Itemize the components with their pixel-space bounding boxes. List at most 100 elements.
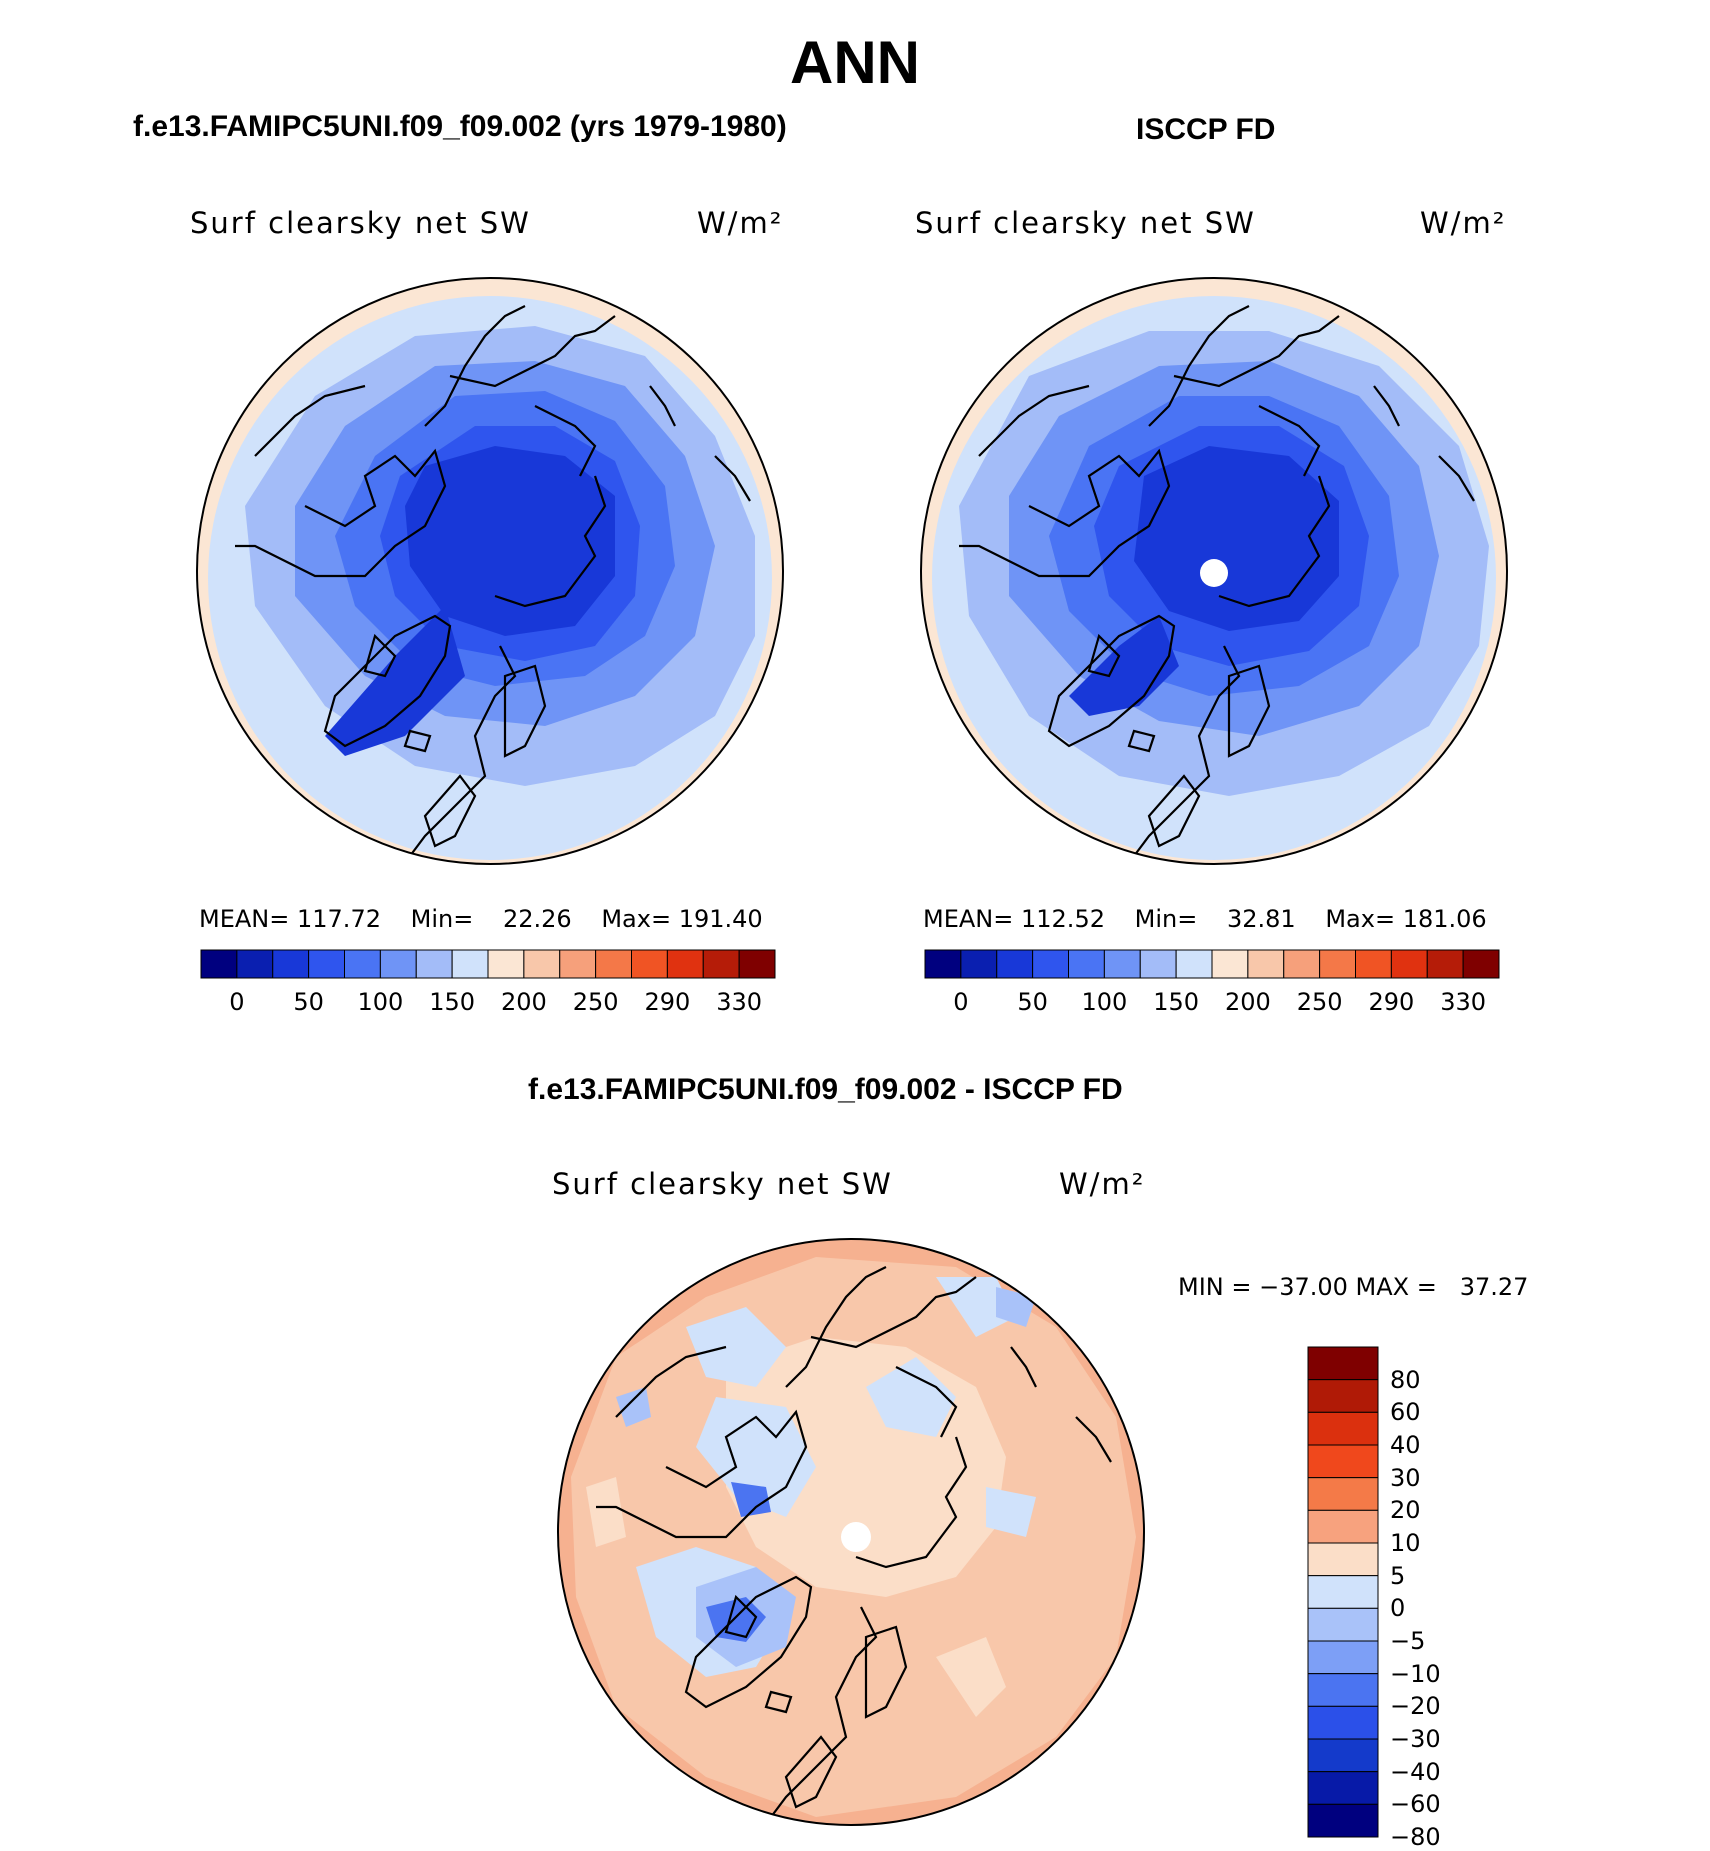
colorbar-tick-label: 0 [1390,1594,1406,1623]
colorbar-box [996,949,1034,979]
diff-map-border [557,1238,1145,1826]
panel2-colorbar-ticks: 0 50 100 150 200 250 290 330 [925,988,1499,1018]
diff-variable-label: Surf clearsky net SW [552,1167,893,1201]
colorbar-tick-label: 10 [1390,1529,1421,1557]
panel2-title: ISCCP FD [1136,113,1276,146]
colorbar-box [1307,1771,1379,1805]
colorbar-box [451,949,489,979]
map1-border [196,277,784,865]
map1-contour-core [325,446,615,756]
panel2-polar-map [920,277,1508,865]
colorbar-box [1211,949,1249,979]
map1-coastlines [235,305,751,857]
panel1-polar-map [196,277,784,865]
panel1-colorbar-ticks: 0 50 100 150 200 250 290 330 [201,988,775,1018]
colorbar-box [666,949,704,979]
diff-polar-map [557,1238,1145,1826]
colorbar-box [236,949,274,979]
colorbar-box [1307,1673,1379,1707]
panel2-min-label: Min= [1134,905,1198,933]
main-title: ANN [790,29,920,96]
colorbar-tick-label: −5 [1390,1627,1426,1655]
colorbar-box [1307,1411,1379,1446]
colorbar-box [960,949,998,979]
colorbar-box [1068,949,1105,979]
colorbar-box [1307,1738,1379,1773]
colorbar-tick-label: −60 [1390,1790,1441,1819]
colorbar-box [924,949,962,979]
colorbar-tick-label: 200 [500,988,547,1016]
panel2-variable-label: Surf clearsky net SW [915,206,1256,240]
colorbar-box [1426,949,1464,979]
panel2-mean-value: 112.52 [1021,905,1105,933]
diff-contour-near-zero [586,1337,1006,1717]
colorbar-tick-label: 150 [1153,988,1200,1016]
panel2-max-label: Max= [1325,905,1396,933]
map2-missing-pole [1200,559,1228,587]
colorbar-tick-label: 5 [1390,1561,1406,1590]
diff-colorbar-ticks: 80 60 40 30 20 10 5 0 −5 −10 −20 −30 −40 −60 −80 [1390,1347,1510,1851]
diff-colorbar [1307,1346,1379,1838]
colorbar-box [1307,1509,1379,1544]
colorbar-tick-label: 0 [953,988,969,1016]
panel2-colorbar [924,949,1500,979]
colorbar-tick-label: 60 [1390,1398,1421,1427]
colorbar-tick-label: 40 [1390,1431,1421,1459]
colorbar-box [1175,949,1213,979]
colorbar-box [344,949,381,979]
panel2-min-value: 32.81 [1226,905,1296,933]
colorbar-box [1032,949,1069,979]
diff-missing-pole [841,1522,871,1552]
colorbar-tick-label: 200 [1224,988,1271,1016]
colorbar-box [1319,949,1356,979]
panel1-mean-label: MEAN= [199,905,290,933]
colorbar-tick-label: 20 [1390,1496,1421,1525]
colorbar-box [1103,949,1141,979]
colorbar-tick-label: 330 [716,988,763,1016]
colorbar-tick-label: 290 [644,988,691,1016]
panel2-units-label: W/m² [1420,206,1507,240]
colorbar-tick-label: −80 [1390,1823,1441,1851]
panel1-mean-value: 117.72 [297,905,381,933]
colorbar-box [1247,949,1285,979]
colorbar-box [415,949,453,979]
colorbar-tick-label: 150 [429,988,476,1016]
colorbar-box [487,949,525,979]
colorbar-box [1355,949,1392,979]
colorbar-box [1307,1607,1379,1642]
colorbar-box [1307,1379,1379,1413]
colorbar-tick-label: 290 [1368,988,1415,1016]
colorbar-tick-label: −40 [1390,1757,1441,1786]
map2-border [920,277,1508,865]
colorbar-box [1307,1477,1379,1511]
colorbar-box [1307,1444,1379,1479]
colorbar-tick-label: 50 [1017,988,1048,1016]
colorbar-box [702,949,740,979]
diff-units-label: W/m² [1059,1167,1146,1201]
colorbar-box [1462,949,1500,979]
diff-minmax: MIN = −37.00 MAX = 37.27 [1178,1273,1529,1301]
colorbar-box [631,949,668,979]
colorbar-box [1307,1346,1379,1381]
colorbar-tick-label: 0 [229,988,245,1016]
colorbar-box [559,949,597,979]
colorbar-box [1390,949,1428,979]
panel1-units-label: W/m² [697,206,784,240]
panel1-title: f.e13.FAMIPC5UNI.f09_f09.002 (yrs 1979-1… [133,110,787,143]
colorbar-tick-label: 80 [1390,1365,1421,1394]
colorbar-box [1307,1542,1379,1577]
colorbar-box [1283,949,1321,979]
panel1-max-value: 191.40 [678,905,763,933]
colorbar-box [272,949,310,979]
colorbar-tick-label: 50 [293,988,324,1016]
panel1-min-value: 22.26 [502,905,572,933]
diff-coastlines [596,1266,1112,1818]
colorbar-box [523,949,561,979]
colorbar-tick-label: −10 [1390,1659,1441,1688]
colorbar-box [308,949,345,979]
colorbar-box [200,949,238,979]
panel1-stats: MEAN= 117.72 Min= 22.26 Max= 191.40 [199,905,763,933]
panel2-mean-label: MEAN= [923,905,1014,933]
panel1-max-label: Max= [601,905,672,933]
colorbar-tick-label: 250 [1296,988,1343,1016]
